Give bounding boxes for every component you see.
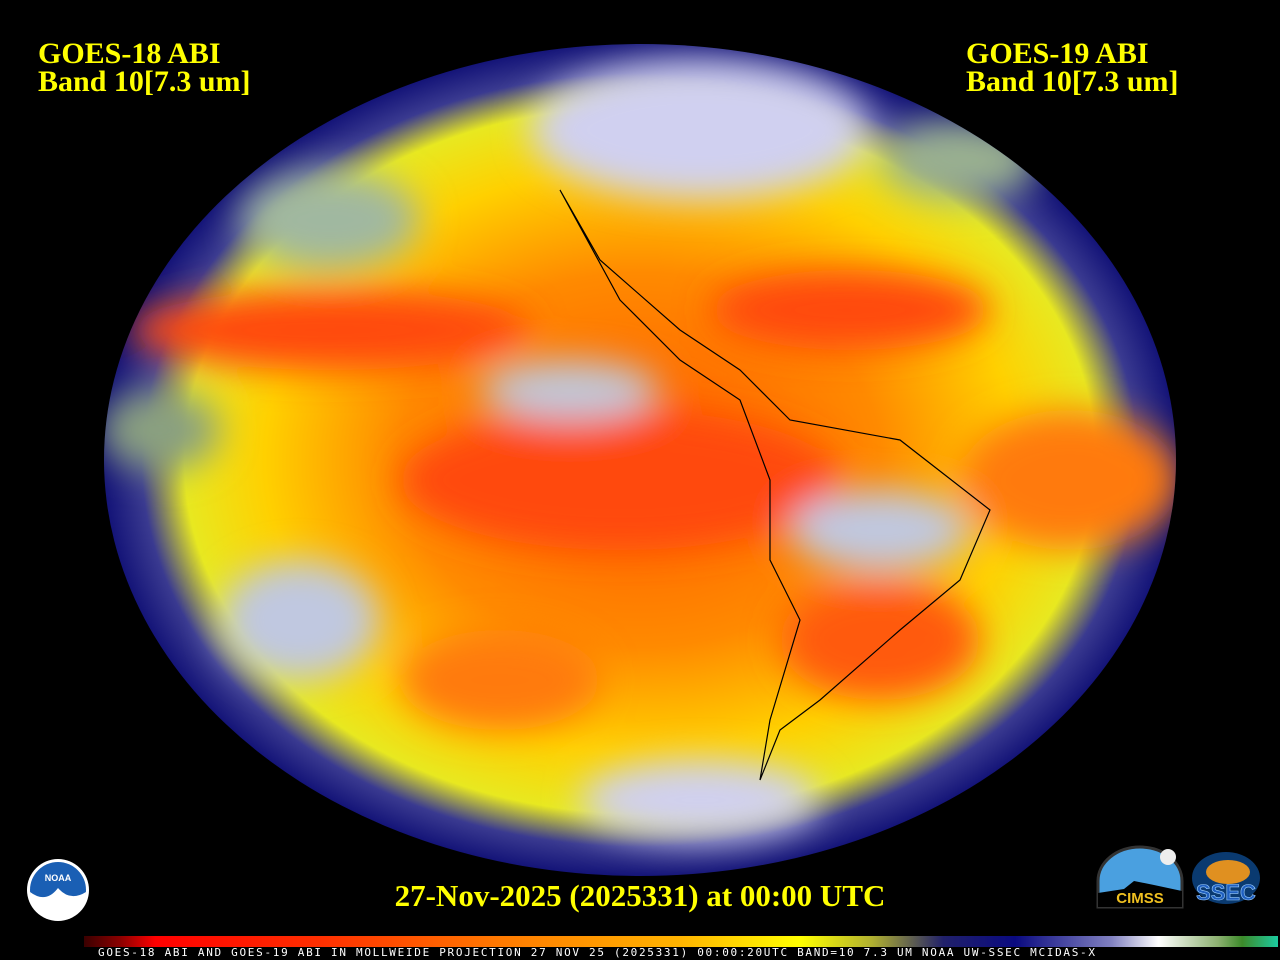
date-label: 27-Nov-2025 (2025331) at 00:00 UTC: [394, 878, 886, 913]
left-satellite-title: GOES-18 ABI Band 10[7.3 um]: [38, 37, 251, 98]
right-satellite-name: GOES-19 ABI: [966, 37, 1149, 70]
noaa-logo: NOAA: [27, 859, 89, 921]
left-satellite-name: GOES-18 ABI: [38, 37, 221, 70]
footer-caption: GOES-18 ABI AND GOES-19 ABI IN MOLLWEIDE…: [98, 946, 1097, 959]
svg-text:CIMSS: CIMSS: [1116, 890, 1164, 907]
coastline-americas: [559, 189, 991, 781]
svg-text:NOAA: NOAA: [45, 873, 72, 883]
right-satellite-title: GOES-19 ABI Band 10[7.3 um]: [966, 37, 1179, 98]
left-band-label: Band 10[7.3 um]: [38, 65, 251, 98]
svg-text:SSEC: SSEC: [1196, 880, 1256, 905]
right-band-label: Band 10[7.3 um]: [966, 65, 1179, 98]
cimss-logo: CIMSS: [1096, 845, 1184, 909]
color-scale-bar: [84, 936, 1278, 947]
ssec-logo: SSEC: [1192, 852, 1260, 905]
